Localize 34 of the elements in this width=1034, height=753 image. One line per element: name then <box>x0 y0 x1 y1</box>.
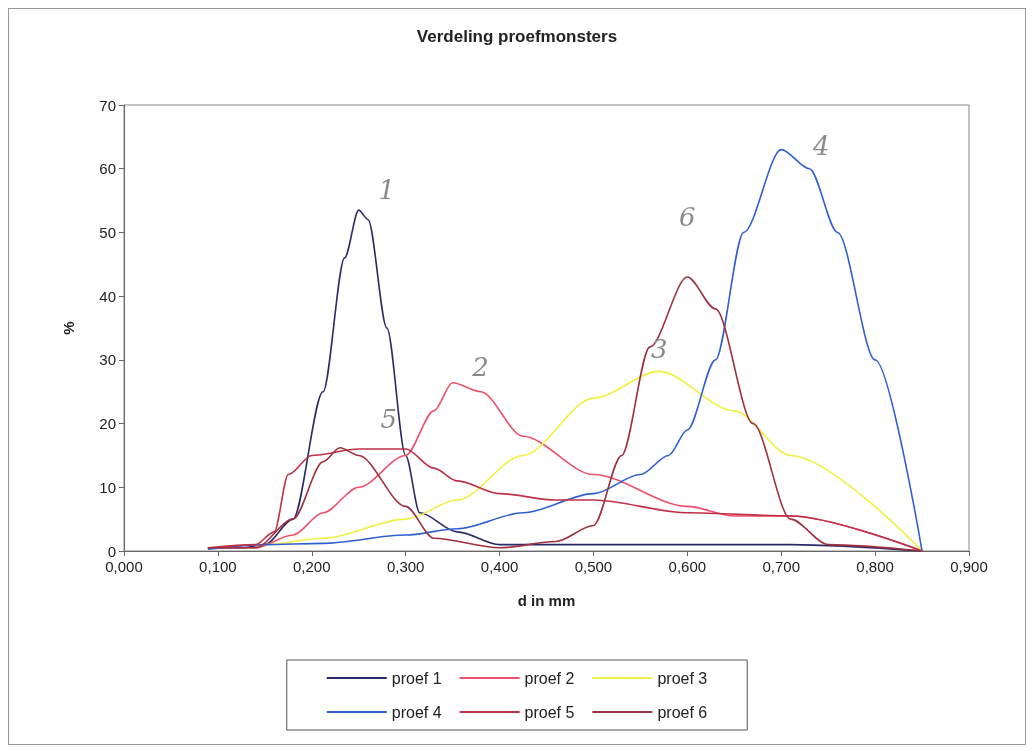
annotation: 3 <box>650 334 668 365</box>
x-tick-label: 0,300 <box>386 558 425 575</box>
legend-label: proef 6 <box>657 703 708 721</box>
x-tick-label: 0,100 <box>199 558 237 575</box>
y-tick-label: 30 <box>99 351 116 369</box>
y-tick-label: 60 <box>99 160 116 178</box>
annotation: 1 <box>378 175 395 206</box>
x-tick-label: 0,800 <box>856 558 894 575</box>
chart-title: Verdeling proefmonsters <box>416 27 618 46</box>
x-tick-label: 0,200 <box>293 558 331 575</box>
legend-label: proef 5 <box>524 703 575 721</box>
x-axis-title: d in mm <box>517 592 576 609</box>
line-series <box>207 276 923 552</box>
annotation: 4 <box>811 130 830 161</box>
legend-label: proef 2 <box>524 669 575 687</box>
y-tick-label: 40 <box>99 287 116 305</box>
y-tick-label: 20 <box>99 415 116 433</box>
legend-label: proef 4 <box>391 703 442 721</box>
legend-label: proef 1 <box>391 669 442 687</box>
legend-label: proef 3 <box>657 669 708 687</box>
y-tick-label: 10 <box>99 478 116 496</box>
annotation: 2 <box>471 351 489 382</box>
y-tick-label: 0 <box>107 542 116 560</box>
annotation: 6 <box>679 202 696 233</box>
y-tick-label: 50 <box>99 223 116 241</box>
annotation: 5 <box>380 404 397 435</box>
x-tick-label: 0,700 <box>762 558 800 575</box>
x-tick-label: 0,400 <box>480 558 519 575</box>
x-tick-label: 0,600 <box>668 558 707 575</box>
x-tick-label: 0,000 <box>105 558 143 575</box>
y-axis-title: % <box>60 321 77 335</box>
y-tick-label: 70 <box>99 96 116 114</box>
x-tick-label: 0,900 <box>950 558 988 575</box>
x-tick-label: 0,500 <box>574 558 613 575</box>
